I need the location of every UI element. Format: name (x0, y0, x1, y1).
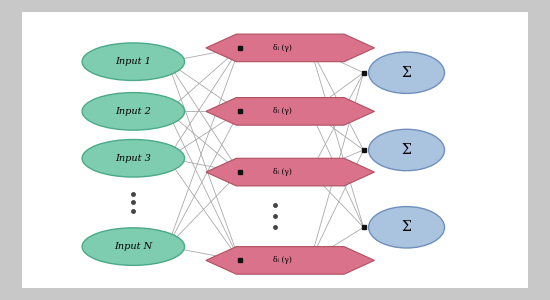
Text: Input 2: Input 2 (116, 107, 151, 116)
Ellipse shape (82, 140, 185, 177)
Circle shape (368, 129, 444, 171)
Circle shape (368, 52, 444, 93)
Polygon shape (206, 247, 375, 274)
Polygon shape (206, 158, 375, 186)
Ellipse shape (82, 228, 185, 266)
Text: Input N: Input N (114, 242, 152, 251)
Text: δᵢ (γ): δᵢ (γ) (273, 256, 292, 264)
Circle shape (368, 207, 444, 248)
Polygon shape (206, 98, 375, 125)
Text: δᵢ (γ): δᵢ (γ) (273, 44, 292, 52)
Text: Σ: Σ (402, 66, 411, 80)
Text: δᵢ (γ): δᵢ (γ) (273, 107, 292, 116)
Text: Σ: Σ (402, 143, 411, 157)
Text: Σ: Σ (402, 220, 411, 234)
Text: Input 1: Input 1 (116, 57, 151, 66)
FancyBboxPatch shape (22, 12, 528, 288)
Polygon shape (206, 34, 375, 62)
Text: δᵢ (γ): δᵢ (γ) (273, 168, 292, 176)
Text: Input 3: Input 3 (116, 154, 151, 163)
Ellipse shape (82, 93, 185, 130)
Ellipse shape (82, 43, 185, 80)
